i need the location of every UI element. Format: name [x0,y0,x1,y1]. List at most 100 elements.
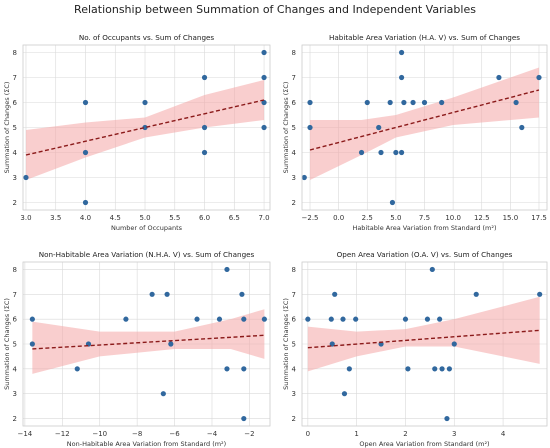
y-tick-label: 7 [292,291,296,299]
data-point [429,266,435,273]
data-point [261,49,267,56]
trend-line [309,89,540,151]
x-tick-label: 1 [354,430,358,438]
data-point [328,316,334,322]
data-point [341,391,348,397]
data-point [353,316,359,322]
data-point [473,291,479,297]
data-point [301,174,307,181]
data-point [224,366,230,372]
x-tick-label: 4.0 [80,214,91,222]
x-tick-label: 3.5 [50,214,61,222]
data-point [261,74,267,81]
data-point [29,341,35,347]
plot-frame [301,44,548,211]
x-tick-label: 12.5 [474,214,490,222]
data-point [261,124,267,131]
data-point [405,366,411,372]
data-point [307,99,313,106]
x-tick-label: 7.5 [419,214,430,222]
y-axis-label: Summation of Changes (ΣC) [3,298,11,390]
y-axis-label: Summation of Changes (ΣC) [3,82,11,174]
y-tick-label: 5 [13,124,17,132]
y-tick-label: 7 [13,291,17,299]
data-point [239,291,245,297]
y-axis-label: Summation of Changes (ΣC) [282,82,290,174]
data-point [399,149,405,156]
y-tick-label: 6 [13,99,18,107]
y-axis-label: Summation of Changes (ΣC) [282,298,290,390]
x-tick-label: 5.0 [139,214,150,222]
x-axis-label: Habitable Area Variation from Standard (… [352,224,496,232]
chart-title: Open Area Variation (O.A. V) vs. Sum of … [337,250,513,259]
data-point [364,99,370,106]
trend-line [25,99,265,156]
chart-title: Habitable Area Variation (H.A. V) vs. Su… [329,33,520,42]
data-point [307,124,313,131]
plot-frame [22,44,271,211]
x-tick-label: 4.5 [110,214,121,222]
data-point [29,316,35,322]
data-point [446,366,452,372]
data-point [82,99,89,106]
y-tick-label: 7 [292,74,296,82]
y-tick-label: 2 [292,415,296,423]
plot-frame [301,261,548,427]
y-tick-label: 5 [292,124,296,132]
data-point [399,49,405,56]
x-tick-label: −8 [132,430,142,438]
y-tick-label: 8 [292,49,296,57]
data-point [387,99,393,106]
data-point [123,316,129,322]
x-tick-label: −12 [55,430,70,438]
y-tick-label: 3 [292,390,296,398]
data-point [201,74,208,81]
y-tick-label: 3 [292,174,296,182]
data-point [537,291,543,297]
y-tick-label: 8 [13,49,17,57]
x-tick-label: 6.0 [199,214,210,222]
data-point [451,341,457,347]
data-point [142,99,148,106]
x-tick-label: −2 [244,430,254,438]
data-point [82,199,89,206]
data-point [421,99,428,106]
data-point [168,341,174,347]
data-point [82,149,89,156]
data-point [216,316,223,322]
data-point [201,124,208,131]
data-point [194,316,200,322]
y-tick-label: 2 [13,199,17,207]
x-tick-label: 6.5 [229,214,240,222]
chart-panel-3: −14 −12 −10 −8 −6 −4 −2 2 3 4 5 6 7 8 Non-Habitable Ar… [3,250,271,448]
data-point [164,291,170,297]
data-point [536,74,542,81]
data-point [519,124,525,131]
data-point [439,366,445,372]
y-tick-label: 3 [13,174,17,182]
y-tick-label: 5 [13,341,17,349]
x-tick-label: −4 [207,430,218,438]
chart-panel-1: 3.0 3.5 4.0 4.5 5.0 5.5 6.0 6.5 7.0 2 3 4 5 6 7 8 No. of… [3,33,271,232]
chart-title: Non-Habitable Area Variation (N.H.A. V) … [39,250,255,259]
x-tick-label: −6 [169,430,180,438]
chart-panel-4: 0 1 2 3 4 2 3 4 5 6 7 8 Open Area Variation (O.A. V)… [282,250,548,448]
data-point [241,366,247,372]
data-point [149,291,155,297]
plot-frame [22,261,271,427]
x-tick-label: 4 [501,430,506,438]
y-tick-label: 4 [13,149,18,157]
data-point [402,316,409,322]
y-tick-label: 6 [292,99,297,107]
x-tick-label: 2.5 [362,214,373,222]
x-tick-label: −2.5 [302,214,319,222]
x-tick-label: 3.0 [20,214,31,222]
y-tick-label: 6 [292,316,297,324]
y-tick-label: 2 [13,415,17,423]
y-tick-label: 7 [13,74,17,82]
confidence-band [32,309,265,374]
y-tick-label: 2 [292,199,296,207]
x-tick-label: 2 [403,430,407,438]
x-tick-label: −14 [17,430,32,438]
confidence-band [307,296,540,372]
